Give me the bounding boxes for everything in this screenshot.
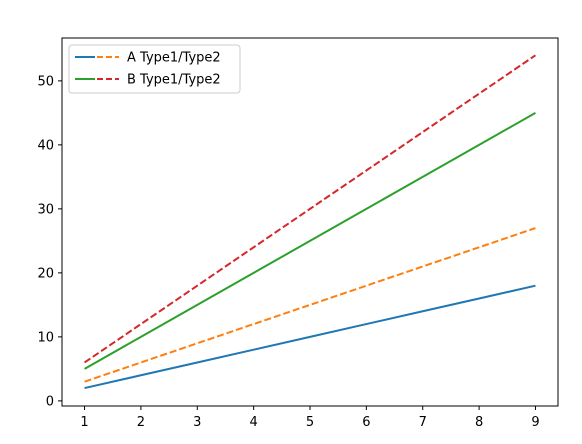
plot-frame xyxy=(61,37,559,407)
x-tick-label: 4 xyxy=(249,415,257,430)
series-line-b-dashed xyxy=(83,54,537,364)
legend-label: B Type1/Type2 xyxy=(127,73,221,88)
axis-ticks: 1 2 3 4 5 6 7 8 9 0 10 20 30 40 50 xyxy=(37,74,539,430)
series-line-a-solid xyxy=(84,284,536,390)
plot-area xyxy=(62,38,558,406)
x-tick-label: 5 xyxy=(306,415,314,430)
x-tick-label: 6 xyxy=(362,415,370,430)
x-tick-label: 7 xyxy=(419,415,427,430)
y-tick-label: 30 xyxy=(37,202,54,217)
series-line-b-solid xyxy=(84,112,536,370)
x-tick-label: 2 xyxy=(137,415,145,430)
y-tick-label: 0 xyxy=(46,394,54,409)
y-tick-label: 20 xyxy=(37,266,54,281)
legend: A Type1/Type2 B Type1/Type2 xyxy=(68,44,241,94)
y-tick-label: 10 xyxy=(37,330,54,345)
x-tick-label: 3 xyxy=(193,415,201,430)
x-tick-label: 8 xyxy=(475,415,483,430)
series-line-a-dashed xyxy=(84,227,536,383)
x-tick-label: 9 xyxy=(531,415,539,430)
y-tick-label: 40 xyxy=(37,138,54,153)
legend-label: A Type1/Type2 xyxy=(127,51,221,66)
series-lines xyxy=(83,54,537,390)
x-tick-label: 1 xyxy=(80,415,88,430)
y-tick-label: 50 xyxy=(37,74,54,89)
